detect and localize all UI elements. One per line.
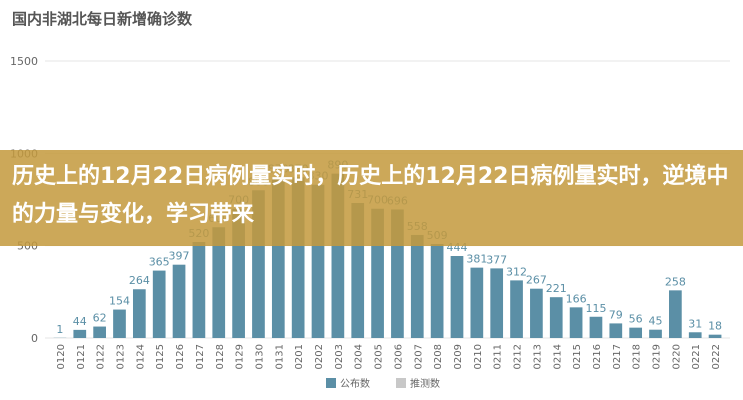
bar bbox=[669, 290, 682, 338]
x-tick-label: 0207 bbox=[413, 344, 424, 369]
x-tick-label: 0127 bbox=[195, 344, 206, 369]
x-tick-label: 0221 bbox=[691, 344, 702, 369]
bar bbox=[510, 280, 523, 338]
x-tick-label: 0217 bbox=[612, 344, 623, 369]
bar bbox=[192, 241, 206, 338]
x-tick-label: 0125 bbox=[155, 344, 166, 369]
value-label: 312 bbox=[506, 265, 527, 278]
value-label: 154 bbox=[109, 295, 130, 308]
y-tick-label: 1500 bbox=[10, 55, 38, 68]
x-tick-label: 0124 bbox=[135, 344, 146, 369]
x-tick-label: 0203 bbox=[334, 344, 345, 369]
value-label: 381 bbox=[466, 253, 487, 266]
value-label: 377 bbox=[486, 253, 507, 266]
x-tick-label: 0128 bbox=[215, 344, 226, 369]
bar bbox=[172, 264, 186, 338]
x-tick-label: 0222 bbox=[711, 344, 722, 369]
legend-swatch bbox=[326, 378, 336, 388]
legend-label: 公布数 bbox=[340, 377, 370, 390]
value-label: 1 bbox=[56, 323, 63, 336]
legend-swatch bbox=[396, 378, 406, 388]
value-label: 79 bbox=[609, 308, 623, 321]
x-tick-label: 0213 bbox=[532, 344, 543, 369]
bar bbox=[549, 297, 563, 338]
bar bbox=[450, 256, 464, 338]
value-label: 62 bbox=[93, 312, 107, 325]
bar bbox=[212, 227, 226, 338]
x-tick-label: 0215 bbox=[572, 344, 583, 369]
x-tick-label: 0205 bbox=[374, 344, 385, 369]
x-tick-label: 0126 bbox=[175, 344, 186, 369]
bar bbox=[430, 244, 444, 338]
bar bbox=[113, 309, 126, 338]
x-tick-label: 0212 bbox=[513, 344, 524, 369]
value-label: 44 bbox=[73, 315, 87, 328]
value-label: 166 bbox=[566, 292, 587, 305]
bar bbox=[688, 332, 702, 338]
bar bbox=[708, 334, 722, 338]
value-label: 115 bbox=[585, 302, 606, 315]
x-tick-label: 0120 bbox=[56, 344, 67, 369]
banner-text: 历史上的12月22日病例量实时，历史上的12月22日病例量实时，逆境中的力量与变… bbox=[12, 164, 729, 227]
value-label: 18 bbox=[708, 320, 722, 333]
bar bbox=[589, 316, 603, 338]
x-tick-label: 0206 bbox=[393, 344, 404, 369]
x-tick-label: 0129 bbox=[235, 344, 246, 369]
x-tick-label: 0208 bbox=[433, 344, 444, 369]
value-label: 365 bbox=[149, 256, 170, 269]
bar bbox=[569, 307, 583, 338]
x-tick-label: 0130 bbox=[254, 344, 265, 369]
bar bbox=[649, 329, 662, 338]
value-label: 31 bbox=[688, 317, 702, 330]
bar bbox=[490, 268, 504, 338]
x-tick-label: 0121 bbox=[76, 344, 87, 369]
value-label: 397 bbox=[169, 250, 190, 263]
x-tick-label: 0216 bbox=[592, 344, 603, 369]
bar bbox=[530, 288, 543, 338]
bar bbox=[73, 329, 87, 338]
value-label: 258 bbox=[665, 275, 686, 288]
chart-title: 国内非湖北每日新增确诊数 bbox=[12, 10, 193, 28]
x-tick-label: 0201 bbox=[294, 344, 305, 369]
legend-label: 推测数 bbox=[410, 377, 440, 390]
bar bbox=[152, 270, 166, 338]
x-tick-label: 0218 bbox=[632, 344, 643, 369]
value-label: 267 bbox=[526, 274, 547, 287]
x-tick-label: 0219 bbox=[652, 344, 663, 369]
bar bbox=[132, 289, 146, 338]
x-tick-label: 0211 bbox=[493, 344, 504, 369]
bar bbox=[93, 326, 106, 338]
value-label: 56 bbox=[629, 313, 643, 326]
banner: 历史上的12月22日病例量实时，历史上的12月22日病例量实时，逆境中的力量与变… bbox=[0, 150, 743, 246]
x-tick-label: 0214 bbox=[552, 344, 563, 369]
x-tick-label: 0204 bbox=[354, 344, 365, 369]
x-tick-label: 0131 bbox=[274, 344, 285, 369]
x-tick-label: 0209 bbox=[453, 344, 464, 369]
bar bbox=[629, 327, 643, 338]
bar bbox=[410, 234, 424, 338]
x-tick-label: 0123 bbox=[115, 344, 126, 369]
bar bbox=[609, 323, 623, 338]
x-tick-label: 0202 bbox=[314, 344, 325, 369]
value-label: 264 bbox=[129, 274, 150, 287]
x-tick-label: 0220 bbox=[671, 344, 682, 369]
value-label: 45 bbox=[649, 315, 663, 328]
y-tick-label: 0 bbox=[31, 332, 38, 345]
x-tick-label: 0210 bbox=[473, 344, 484, 369]
x-tick-label: 0122 bbox=[96, 344, 107, 369]
value-label: 221 bbox=[546, 282, 567, 295]
bar bbox=[470, 267, 484, 338]
